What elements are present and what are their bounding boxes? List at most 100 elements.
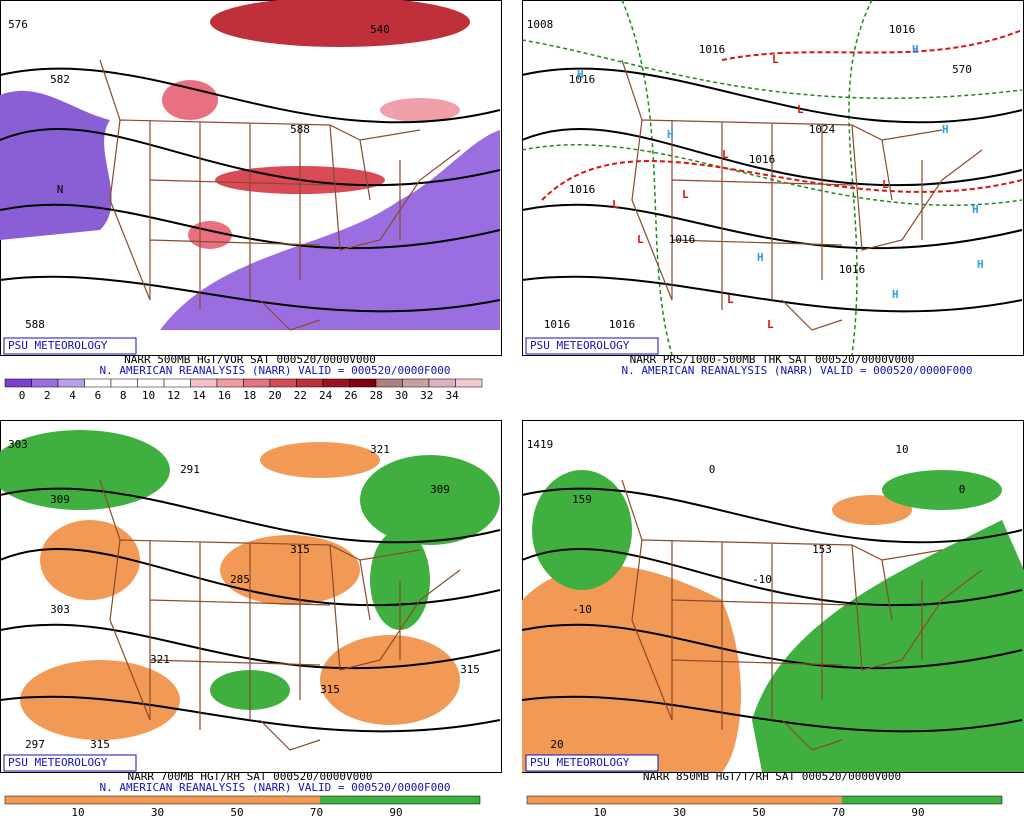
colorbar-segment <box>163 378 191 388</box>
shaded-area <box>380 98 460 122</box>
high-center: H <box>912 43 919 56</box>
borders <box>99 59 461 331</box>
shaded-area <box>882 470 1002 510</box>
contour-label: 303 <box>50 603 70 616</box>
credit-box <box>3 754 137 772</box>
contour-label: 588 <box>25 318 45 331</box>
colorbar-segment <box>31 378 59 388</box>
shaded-area <box>40 520 140 600</box>
shaded-area <box>160 130 500 330</box>
contour-label: 1016 <box>699 43 726 56</box>
colorbar-label: 30 <box>151 806 164 819</box>
contour-label: 1016 <box>889 23 916 36</box>
shaded-area <box>188 221 232 249</box>
contour-label: 1016 <box>569 73 596 86</box>
shaded-area <box>832 495 912 525</box>
height-contour <box>0 203 501 250</box>
colorbar-label: 8 <box>120 389 127 402</box>
contour-label: 315 <box>320 683 340 696</box>
credit-box <box>3 337 137 355</box>
contour-label: 291 <box>180 463 200 476</box>
borders <box>621 59 983 331</box>
colorbar-segment <box>243 378 271 388</box>
colorbar-dry <box>527 796 842 804</box>
colorbar-label: 90 <box>911 806 924 819</box>
height-contour <box>521 275 1023 313</box>
contour-label: 297 <box>25 738 45 751</box>
colorbar-label: 18 <box>243 389 256 402</box>
colorbar-segment <box>455 378 483 388</box>
height-contour <box>521 547 1023 607</box>
colorbar-dry <box>5 796 320 804</box>
contour-label: 576 <box>8 18 28 31</box>
height-contour <box>521 203 1023 250</box>
colorbar-segment <box>216 378 244 388</box>
credit: PSU METEOROLOGY <box>530 756 630 769</box>
height-contour <box>0 623 501 670</box>
contour-label: 1016 <box>609 318 636 331</box>
contour-label: 315 <box>460 663 480 676</box>
high-center: H <box>757 251 764 264</box>
credit-box <box>525 754 659 772</box>
thickness-contour <box>848 0 873 356</box>
contour-label: 1016 <box>669 233 696 246</box>
thickness-contour <box>621 0 673 356</box>
high-center: H <box>667 128 674 141</box>
contour-label: 588 <box>290 123 310 136</box>
panel: 1419 159 153 10 20 -10 0 -10 0 PSU METEOROLOGY NAR… <box>521 420 1024 819</box>
contour-label: 153 <box>812 543 832 556</box>
contour-label: -10 <box>572 603 592 616</box>
colorbar-frame <box>4 795 481 805</box>
low-center: L <box>882 178 889 191</box>
colorbar-label: 0 <box>19 389 26 402</box>
thickness-contour <box>521 39 1023 99</box>
credit: PSU METEOROLOGY <box>530 339 630 352</box>
low-center: L <box>637 233 644 246</box>
contour-label: 10 <box>895 443 908 456</box>
colorbar-segment <box>402 378 430 388</box>
borders <box>621 479 983 751</box>
height-contour <box>0 487 501 544</box>
contour-label: 1016 <box>749 153 776 166</box>
height-contour <box>521 623 1023 670</box>
height-contour <box>0 695 501 733</box>
colorbar-moist <box>320 796 480 804</box>
low-center: L <box>767 318 774 331</box>
contour-label: -10 <box>752 573 772 586</box>
colorbar-label: 30 <box>395 389 408 402</box>
shaded-area <box>0 90 112 240</box>
panel: 1008 1016 1024 1016 1016 1016 1016 1016 570 1016 1… <box>521 0 1024 377</box>
height-contour <box>521 67 1023 124</box>
colorbar-label: 16 <box>218 389 231 402</box>
contour-label: 315 <box>290 543 310 556</box>
high-center: H <box>977 258 984 271</box>
colorbar-label: 34 <box>445 389 459 402</box>
colorbar-label: 2 <box>44 389 51 402</box>
height-contour <box>0 67 501 124</box>
low-center: L <box>797 103 804 116</box>
shaded-area <box>220 535 360 605</box>
contour-label: 540 <box>370 23 390 36</box>
contour-label: 315 <box>90 738 110 751</box>
contour-label: 321 <box>370 443 390 456</box>
caption: NARR 700MB HGT/RH SAT 000520/0000V000 <box>127 770 372 783</box>
caption: NARR 850MB HGT/T/RH SAT 000520/0000V000 <box>643 770 901 783</box>
contour-label: 321 <box>150 653 170 666</box>
colorbar-label: 50 <box>230 806 243 819</box>
colorbar-label: 26 <box>344 389 357 402</box>
colorbar-label: 30 <box>673 806 686 819</box>
colorbar-segment <box>296 378 324 388</box>
high-center: H <box>892 288 899 301</box>
low-center: L <box>612 198 619 211</box>
colorbar-segment <box>137 378 165 388</box>
colorbar-segment <box>375 378 403 388</box>
contour-label: N <box>57 183 64 196</box>
contour-label: 20 <box>550 738 563 751</box>
colorbar-label: 32 <box>420 389 433 402</box>
colorbar-segment <box>269 378 297 388</box>
contour-label: 1016 <box>569 183 596 196</box>
contour-label: 570 <box>952 63 972 76</box>
height-contour <box>0 275 501 313</box>
colorbar-label: 24 <box>319 389 333 402</box>
shaded-area <box>360 455 500 545</box>
